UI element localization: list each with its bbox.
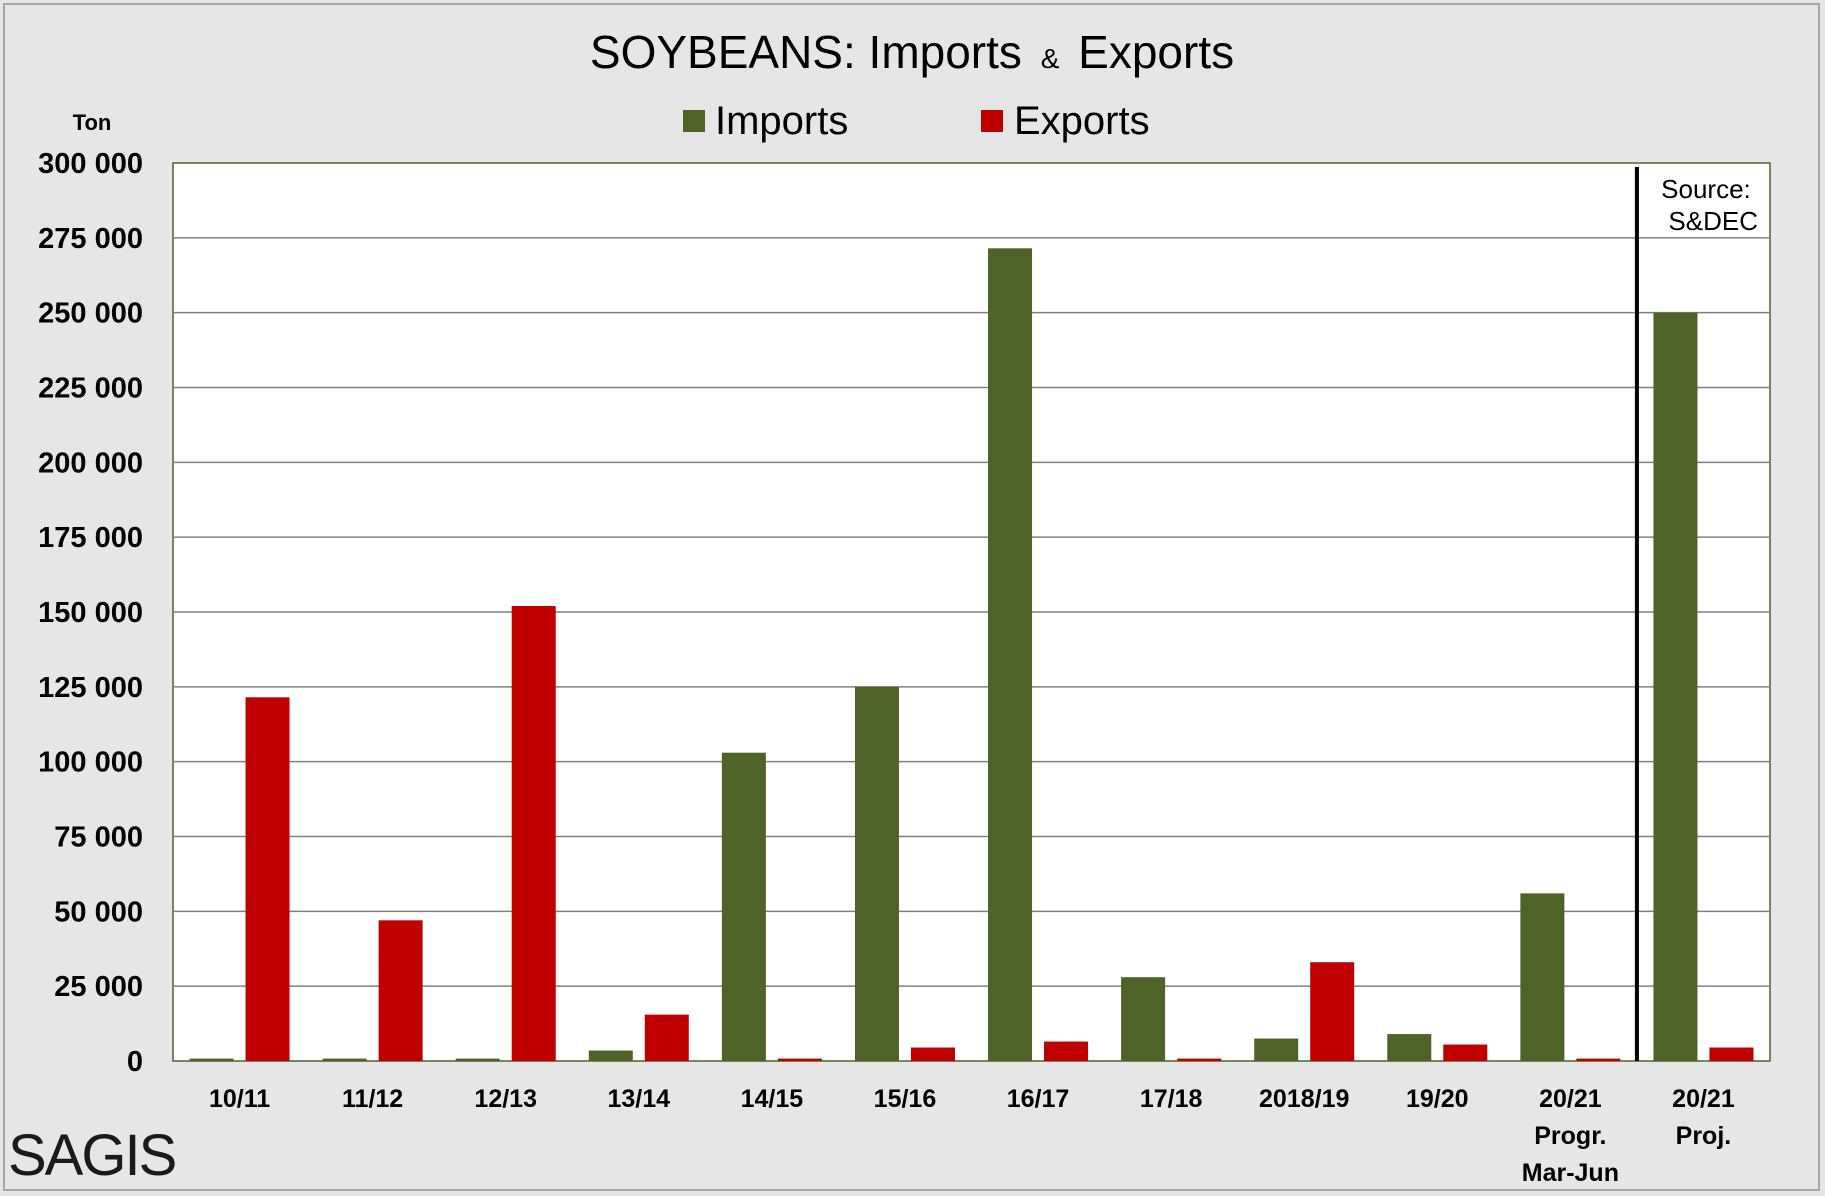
y-tick-label: 300 000	[38, 148, 143, 180]
source-annotation-line2: S&DEC	[1668, 206, 1758, 236]
x-tick-label-line: 14/15	[741, 1085, 804, 1113]
bar-exports	[1576, 1058, 1621, 1061]
y-tick-label: 150 000	[38, 597, 143, 629]
x-tick-label: 19/20	[1406, 1085, 1469, 1113]
sagis-logo-text: SAGIS	[8, 1123, 177, 1188]
bar-exports	[1310, 962, 1355, 1061]
x-tick-label: 16/17	[1007, 1085, 1070, 1113]
bars	[189, 248, 1754, 1062]
y-tick-label: 200 000	[38, 447, 143, 479]
x-tick-label-line: 20/21	[1672, 1085, 1735, 1113]
y-tick-label: 225 000	[38, 373, 143, 405]
bar-imports	[455, 1058, 500, 1061]
bar-imports	[854, 686, 899, 1061]
chart-title-main: SOYBEANS: Imports	[590, 26, 1022, 78]
x-tick-label-line: Progr.	[1534, 1122, 1606, 1150]
bar-exports	[511, 606, 556, 1061]
x-tick-label: 11/12	[342, 1085, 403, 1113]
bar-imports	[1254, 1038, 1299, 1061]
y-axis-ticks: 0 25 000 50 000 75 000 100 000 125 000 150 000…	[38, 148, 143, 1078]
y-tick-label: 250 000	[38, 298, 143, 330]
bar-imports	[721, 752, 766, 1061]
gridlines	[173, 237, 1770, 987]
x-tick-label-line: 15/16	[874, 1085, 937, 1113]
x-tick-label-line: 2018/19	[1259, 1085, 1349, 1113]
x-tick-label-line: 12/13	[474, 1085, 537, 1113]
bar-imports	[1520, 893, 1565, 1061]
chart-title-amp: &	[1041, 43, 1060, 74]
bar-exports	[1709, 1047, 1754, 1061]
bar-exports	[245, 697, 290, 1061]
y-tick-label: 75 000	[54, 822, 143, 854]
x-tick-label: 20/21 Progr. Mar-Jun	[1522, 1085, 1619, 1187]
legend-label-exports: Exports	[1014, 99, 1150, 143]
bar-imports	[588, 1050, 633, 1061]
x-tick-label: 12/13	[474, 1085, 537, 1113]
x-tick-label: 14/15	[741, 1085, 804, 1113]
x-tick-label-line: 11/12	[342, 1085, 403, 1113]
bar-imports	[322, 1058, 367, 1061]
legend-label-imports: Imports	[715, 99, 848, 143]
bar-exports	[1443, 1044, 1488, 1061]
x-tick-label-line: 19/20	[1406, 1085, 1469, 1113]
y-tick-label: 25 000	[54, 971, 143, 1003]
bar-exports	[378, 920, 423, 1061]
legend: Imports Exports	[683, 99, 1150, 143]
y-tick-label: 0	[127, 1046, 143, 1078]
x-tick-label-line: 20/21	[1539, 1085, 1602, 1113]
x-tick-label: 13/14	[608, 1085, 671, 1113]
bar-exports	[1177, 1058, 1222, 1061]
bar-exports	[1044, 1041, 1089, 1061]
y-tick-label: 275 000	[38, 223, 143, 255]
x-tick-label: 20/21 Proj.	[1672, 1085, 1735, 1150]
sagis-logo: SAGIS	[8, 1122, 177, 1189]
y-tick-label: 125 000	[38, 672, 143, 704]
bar-imports	[189, 1058, 234, 1061]
x-tick-label-line: 13/14	[608, 1085, 671, 1113]
x-axis-ticks: 10/11 11/12 12/13 13/14 14/15 15/16 16/17 17/18…	[209, 1085, 1735, 1187]
bar-exports	[910, 1047, 955, 1061]
chart-title: SOYBEANS: Imports & Exports	[590, 26, 1234, 78]
legend-swatch-exports	[981, 110, 1003, 132]
x-tick-label: 10/11	[209, 1085, 270, 1113]
x-tick-label-line: Proj.	[1676, 1122, 1732, 1150]
bar-exports	[777, 1058, 822, 1061]
y-tick-label: 175 000	[38, 522, 143, 554]
bar-exports	[644, 1014, 689, 1061]
x-tick-label-line: Mar-Jun	[1522, 1159, 1619, 1187]
bar-imports	[1121, 977, 1166, 1061]
x-tick-label-line: 16/17	[1007, 1085, 1070, 1113]
x-tick-label-line: 17/18	[1140, 1085, 1203, 1113]
chart-title-end: Exports	[1078, 26, 1234, 78]
source-annotation: Source: S&DEC	[1661, 174, 1758, 236]
bar-imports	[1653, 312, 1698, 1062]
y-tick-label: 100 000	[38, 747, 143, 779]
x-tick-label: 15/16	[874, 1085, 937, 1113]
y-tick-label: 50 000	[54, 896, 143, 928]
x-tick-label: 2018/19	[1259, 1085, 1349, 1113]
x-tick-label-line: 10/11	[209, 1085, 270, 1113]
source-annotation-line1: Source:	[1661, 174, 1751, 204]
y-axis-unit-label: Ton	[73, 110, 112, 135]
bar-imports	[1387, 1034, 1432, 1061]
x-tick-label: 17/18	[1140, 1085, 1203, 1113]
legend-swatch-imports	[683, 110, 705, 132]
bar-imports	[988, 248, 1033, 1061]
